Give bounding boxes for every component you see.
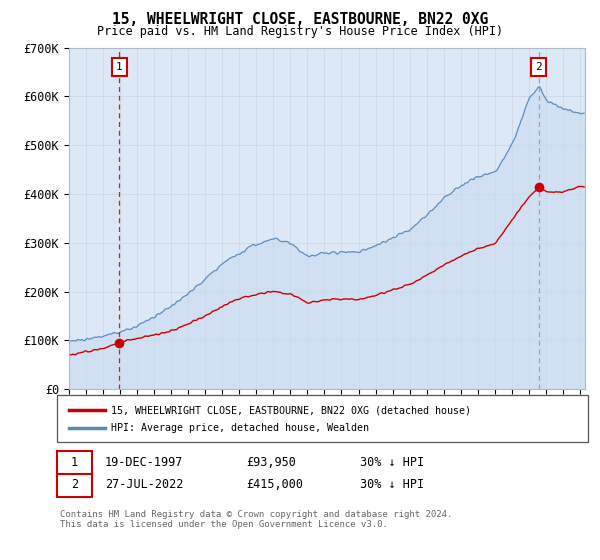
- Text: HPI: Average price, detached house, Wealden: HPI: Average price, detached house, Weal…: [111, 423, 369, 433]
- Text: 15, WHEELWRIGHT CLOSE, EASTBOURNE, BN22 0XG: 15, WHEELWRIGHT CLOSE, EASTBOURNE, BN22 …: [112, 12, 488, 27]
- Text: Contains HM Land Registry data © Crown copyright and database right 2024.
This d: Contains HM Land Registry data © Crown c…: [60, 510, 452, 529]
- Text: 1: 1: [71, 455, 78, 469]
- Text: Price paid vs. HM Land Registry's House Price Index (HPI): Price paid vs. HM Land Registry's House …: [97, 25, 503, 38]
- Text: 27-JUL-2022: 27-JUL-2022: [105, 478, 184, 491]
- Text: 30% ↓ HPI: 30% ↓ HPI: [360, 455, 424, 469]
- Text: 15, WHEELWRIGHT CLOSE, EASTBOURNE, BN22 0XG (detached house): 15, WHEELWRIGHT CLOSE, EASTBOURNE, BN22 …: [111, 405, 471, 415]
- Text: 1: 1: [116, 62, 123, 72]
- Text: 2: 2: [71, 478, 78, 491]
- Text: 2: 2: [535, 62, 542, 72]
- Text: 30% ↓ HPI: 30% ↓ HPI: [360, 478, 424, 491]
- Text: 19-DEC-1997: 19-DEC-1997: [105, 455, 184, 469]
- Text: £93,950: £93,950: [246, 455, 296, 469]
- Text: £415,000: £415,000: [246, 478, 303, 491]
